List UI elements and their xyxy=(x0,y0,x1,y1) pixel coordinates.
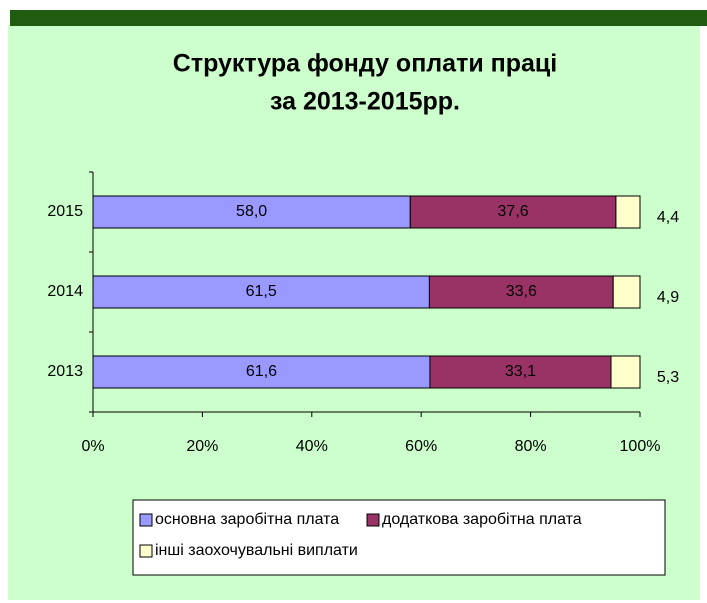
bar-segment xyxy=(428,275,614,309)
legend-label: інші заохочувальні виплати xyxy=(155,542,358,559)
data-label: 5,3 xyxy=(657,369,679,386)
bar-segment xyxy=(409,195,617,229)
x-tick-label: 20% xyxy=(186,438,218,455)
x-tick-label: 100% xyxy=(620,438,661,455)
bar-segment xyxy=(610,355,641,389)
y-tick-label: 2014 xyxy=(47,283,83,300)
legend-label: основна заробітна плата xyxy=(155,511,339,528)
bar-segment xyxy=(429,355,612,389)
legend-label: додаткова заробітна плата xyxy=(382,511,582,528)
bar-segment xyxy=(615,195,641,229)
y-tick-label: 2015 xyxy=(47,203,83,220)
data-label: 4,4 xyxy=(657,209,679,226)
bar-segment xyxy=(92,355,431,389)
legend-swatch xyxy=(366,513,380,527)
x-tick-label: 40% xyxy=(296,438,328,455)
data-label: 61,6 xyxy=(246,363,277,380)
data-label: 61,5 xyxy=(246,283,277,300)
bar-segment xyxy=(92,275,430,309)
header-stripe xyxy=(10,10,707,26)
y-tick-label: 2013 xyxy=(47,363,83,380)
x-tick-label: 60% xyxy=(405,438,437,455)
data-label: 37,6 xyxy=(498,203,529,220)
legend xyxy=(132,499,666,576)
chart-title: Структура фонду оплати праці xyxy=(173,50,557,78)
x-tick-label: 80% xyxy=(515,438,547,455)
x-tick-label: 0% xyxy=(81,438,104,455)
data-label: 4,9 xyxy=(657,289,679,306)
legend-swatch xyxy=(139,544,153,558)
data-label: 33,6 xyxy=(506,283,537,300)
legend-swatch xyxy=(139,513,153,527)
bar-segment xyxy=(612,275,641,309)
chart-title: за 2013-2015рр. xyxy=(270,88,460,116)
data-label: 58,0 xyxy=(236,203,267,220)
data-label: 33,1 xyxy=(505,363,536,380)
